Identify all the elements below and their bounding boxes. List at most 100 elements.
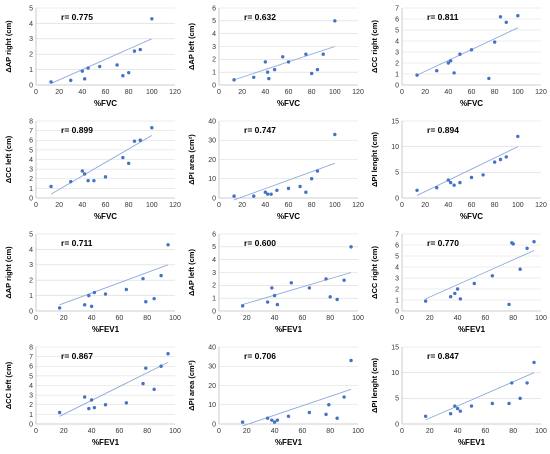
x-axis-label: %FEV1 (275, 325, 303, 334)
x-tick-label: 100 (512, 202, 524, 209)
data-point (138, 47, 142, 52)
x-tick-label: 60 (285, 89, 293, 96)
y-tick-label: 15 (391, 344, 399, 351)
data-point (333, 132, 337, 137)
x-tick-label: 40 (261, 202, 269, 209)
x-tick-label: 80 (125, 202, 133, 209)
x-tick-label: 20 (426, 315, 434, 322)
data-point (423, 414, 428, 418)
y-axis-label: ΔPI lenght (cm) (370, 358, 379, 413)
y-tick-label: 5 (395, 253, 399, 260)
y-tick-label: 5 (29, 373, 33, 380)
y-tick-label: 2 (395, 286, 399, 293)
data-point (240, 420, 245, 424)
data-point (435, 69, 439, 73)
data-point (321, 52, 325, 56)
data-point (335, 297, 339, 302)
data-point (452, 183, 456, 187)
x-tick-label: 0 (217, 202, 221, 209)
x-tick-label: 100 (535, 428, 547, 435)
y-tick-label: 3 (395, 275, 399, 282)
data-point (458, 297, 463, 301)
data-point (446, 61, 451, 65)
data-point (124, 401, 129, 405)
trend-line (59, 361, 169, 417)
data-point (453, 291, 457, 296)
x-axis-label: %FEV1 (458, 325, 486, 334)
y-tick-label: 4 (29, 383, 33, 390)
x-tick-label: 60 (299, 428, 307, 435)
data-point (455, 287, 460, 291)
trend-line (59, 264, 169, 306)
x-tick-label: 0 (34, 428, 38, 435)
data-point (487, 76, 491, 81)
y-tick-label: 40 (208, 344, 216, 351)
y-tick-label: 1 (29, 412, 33, 419)
y-tick-label: 5 (395, 396, 399, 403)
data-point (511, 242, 515, 246)
chart-panel: 0 5 10 15 0 20 40 60 80 100 120 r= 0.894 %FVC ΔPI len… (368, 115, 550, 228)
data-point (150, 126, 154, 130)
data-point (327, 403, 331, 407)
y-tick-label: 2 (29, 402, 33, 409)
data-point (86, 178, 90, 183)
data-point (532, 360, 536, 365)
y-tick-label: 1 (212, 296, 216, 303)
data-point (144, 366, 148, 370)
data-point (472, 281, 476, 286)
data-point (49, 184, 53, 189)
data-point (289, 281, 293, 285)
data-point (415, 73, 419, 77)
y-tick-label: 7 (29, 128, 33, 135)
y-tick-label: 1 (395, 297, 399, 304)
y-tick-label: 20 (208, 157, 216, 164)
x-tick-label: 20 (60, 428, 68, 435)
data-point (458, 52, 462, 56)
data-point (57, 306, 62, 310)
y-axis-label: ΔAP left (cm) (187, 249, 196, 296)
data-point (492, 40, 497, 44)
x-axis-label: %FVC (460, 212, 483, 221)
x-tick-label: 20 (421, 89, 429, 96)
y-tick-label: 10 (391, 144, 399, 151)
data-point (286, 60, 291, 64)
x-tick-label: 80 (509, 428, 517, 435)
x-tick-label: 20 (238, 202, 246, 209)
y-tick-label: 1 (29, 67, 33, 74)
data-point (267, 76, 271, 81)
data-point (525, 381, 529, 385)
data-point (452, 71, 456, 75)
data-point (448, 412, 453, 416)
correlation-label: r= 0.747 (244, 125, 276, 135)
data-point (415, 188, 419, 192)
x-tick-label: 0 (217, 315, 221, 322)
trend-line (416, 27, 519, 76)
x-tick-label: 100 (329, 202, 341, 209)
y-tick-label: 4 (212, 257, 216, 264)
data-point (132, 139, 137, 143)
x-tick-label: 20 (60, 315, 68, 322)
data-point (270, 286, 274, 290)
data-point (272, 67, 277, 72)
scatter-chart: 0 1 2 3 4 5 6 7 0 20 40 60 80 100 r= 0.770 %FEV1 ΔCC rig… (370, 231, 547, 334)
data-point (446, 178, 451, 182)
x-axis-label: %FEV1 (92, 438, 120, 447)
x-tick-label: 20 (421, 202, 429, 209)
data-point (490, 274, 495, 278)
correlation-label: r= 0.894 (427, 125, 459, 135)
y-axis-label: ΔCC right (cm) (370, 20, 379, 73)
x-tick-label: 60 (482, 315, 490, 322)
y-axis-label: ΔCC right (cm) (370, 246, 379, 299)
data-point (504, 155, 508, 159)
x-tick-label: 80 (491, 89, 499, 96)
data-point (272, 420, 277, 424)
x-tick-label: 20 (426, 428, 434, 435)
data-point (240, 304, 245, 308)
chart-panel: 0 1 2 3 4 5 6 0 20 40 60 80 100 120 r= 0.632 %FVC ΔAP le… (185, 2, 368, 115)
x-axis-label: %FEV1 (275, 438, 303, 447)
x-tick-label: 120 (352, 89, 364, 96)
correlation-label: r= 0.899 (61, 125, 93, 135)
trend-line (425, 372, 535, 421)
y-tick-label: 10 (391, 370, 399, 377)
